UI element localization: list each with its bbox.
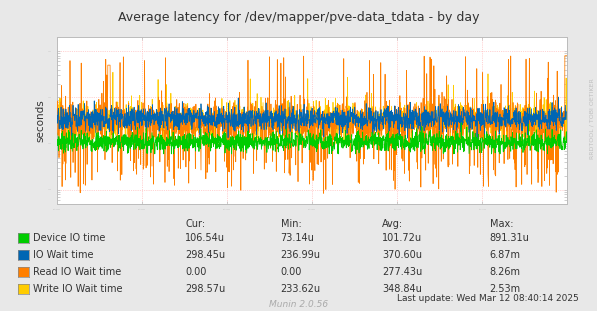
Text: Last update: Wed Mar 12 08:40:14 2025: Last update: Wed Mar 12 08:40:14 2025 [398,294,579,303]
Text: 106.54u: 106.54u [185,233,225,243]
Text: 101.72u: 101.72u [382,233,422,243]
Text: 891.31u: 891.31u [490,233,530,243]
Text: 0.00: 0.00 [185,267,207,277]
Text: 6.87m: 6.87m [490,250,521,260]
Text: Cur:: Cur: [185,219,205,229]
Text: IO Wait time: IO Wait time [33,250,93,260]
Text: RRDTOOL / TOBI OETIKER: RRDTOOL / TOBI OETIKER [589,78,594,159]
Text: Device IO time: Device IO time [33,233,105,243]
Text: 370.60u: 370.60u [382,250,422,260]
Text: 2.53m: 2.53m [490,284,521,294]
Text: Write IO Wait time: Write IO Wait time [33,284,122,294]
Text: 233.62u: 233.62u [281,284,321,294]
Text: 236.99u: 236.99u [281,250,321,260]
Text: 348.84u: 348.84u [382,284,422,294]
Text: 298.45u: 298.45u [185,250,225,260]
Text: 0.00: 0.00 [281,267,302,277]
Text: 73.14u: 73.14u [281,233,315,243]
Text: Max:: Max: [490,219,513,229]
Text: 8.26m: 8.26m [490,267,521,277]
Text: 277.43u: 277.43u [382,267,422,277]
Text: Average latency for /dev/mapper/pve-data_tdata - by day: Average latency for /dev/mapper/pve-data… [118,11,479,24]
Text: Min:: Min: [281,219,301,229]
Text: Avg:: Avg: [382,219,403,229]
Text: 298.57u: 298.57u [185,284,225,294]
Text: Read IO Wait time: Read IO Wait time [33,267,121,277]
Y-axis label: seconds: seconds [35,99,45,142]
Text: Munin 2.0.56: Munin 2.0.56 [269,300,328,309]
